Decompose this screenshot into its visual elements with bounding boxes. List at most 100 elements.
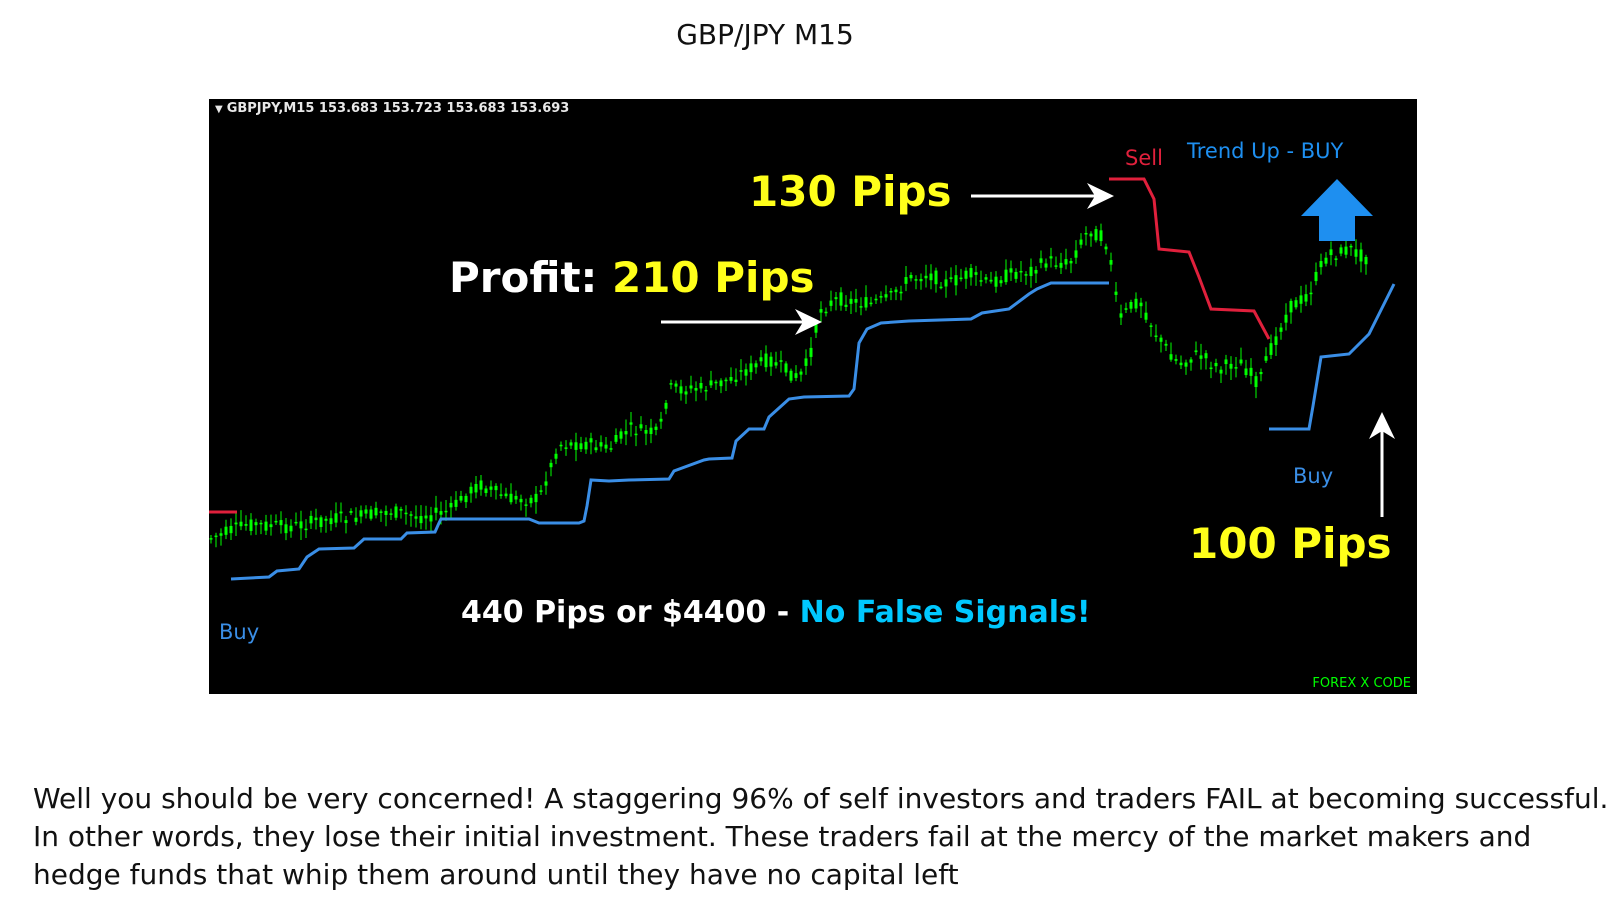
candle-body-27 [344, 520, 348, 524]
candle-body-190 [1159, 337, 1163, 342]
chart-canvas: Sell Trend Up - BUY 130 Pips Profit: 210… [209, 139, 1411, 691]
candle-body-30 [359, 510, 363, 517]
candle-body-65 [534, 493, 538, 503]
candle-body-67 [544, 481, 548, 486]
candle-body-58 [499, 494, 503, 496]
candle-body-226 [1339, 247, 1343, 254]
candle-body-117 [794, 373, 798, 378]
candle-body-131 [864, 297, 868, 308]
candle-body-45 [434, 507, 438, 513]
candle-body-7 [244, 523, 248, 526]
candle-body-107 [744, 369, 748, 376]
candlesticks [209, 223, 1368, 548]
candle-body-188 [1149, 325, 1153, 327]
buy-trend-line [230, 281, 1396, 581]
sell-label: Sell [1125, 146, 1163, 170]
candle-body-224 [1329, 249, 1333, 256]
summary-highlight: No False Signals! [800, 595, 1091, 630]
candle-body-191 [1164, 343, 1168, 346]
candle-body-209 [1254, 376, 1258, 388]
candle-body-41 [414, 516, 418, 519]
candle-body-53 [474, 483, 478, 493]
candle-body-199 [1204, 353, 1208, 359]
candle-body-144 [929, 273, 933, 281]
symbol-info-text: GBPJPY,M15 153.683 153.723 153.683 153.6… [226, 101, 570, 116]
candle-body-213 [1274, 336, 1278, 345]
candle-body-216 [1289, 300, 1293, 313]
candle-body-195 [1184, 362, 1188, 367]
profit-label: Profit: 210 Pips [449, 253, 815, 302]
candle-body-90 [659, 418, 663, 422]
candle-body-160 [1009, 268, 1013, 273]
candle-body-219 [1304, 294, 1308, 302]
candle-body-201 [1214, 362, 1218, 367]
candle-body-104 [729, 377, 733, 381]
candle-body-214 [1279, 327, 1283, 332]
candle-body-149 [954, 275, 958, 286]
candle-body-168 [1049, 256, 1053, 259]
candle-body-109 [754, 363, 758, 368]
candle-body-13 [274, 520, 278, 523]
candle-body-186 [1139, 302, 1143, 307]
candle-body-112 [769, 356, 773, 367]
candle-body-211 [1264, 356, 1268, 361]
candle-body-35 [384, 510, 388, 515]
candle-body-94 [679, 386, 683, 394]
candle-body-99 [704, 389, 708, 392]
candle-body-92 [669, 383, 673, 385]
candle-body-178 [1099, 230, 1103, 242]
candle-body-68 [549, 462, 553, 468]
candle-body-84 [629, 422, 633, 425]
candle-body-212 [1269, 343, 1273, 355]
candle-body-40 [409, 514, 413, 516]
candle-body-134 [879, 296, 883, 298]
candle-body-11 [264, 521, 268, 531]
candle-body-130 [859, 306, 863, 308]
candle-body-47 [444, 510, 448, 513]
candle-body-28 [349, 511, 353, 513]
candle-body-98 [699, 382, 703, 389]
candle-body-54 [479, 480, 483, 490]
candle-body-228 [1349, 245, 1353, 248]
candle-body-21 [314, 517, 318, 521]
candle-body-126 [839, 292, 843, 306]
candle-body-49 [454, 499, 458, 507]
candle-body-38 [399, 509, 403, 511]
candle-body-145 [934, 270, 938, 285]
candle-body-177 [1094, 229, 1098, 241]
candle-body-164 [1029, 266, 1033, 277]
candle-body-39 [404, 512, 408, 515]
candle-body-77 [594, 447, 598, 451]
candle-body-196 [1189, 359, 1193, 363]
candle-body-32 [369, 509, 373, 519]
pips-130-label: 130 Pips [749, 167, 952, 216]
candle-body-207 [1244, 368, 1248, 376]
candle-body-121 [814, 323, 818, 333]
candle-body-135 [884, 294, 888, 298]
candle-body-138 [899, 291, 903, 294]
candle-body-150 [959, 277, 963, 280]
candle-body-183 [1124, 308, 1128, 310]
pips-100-label: 100 Pips [1189, 519, 1392, 568]
candle-body-123 [824, 311, 828, 314]
candle-body-182 [1119, 313, 1123, 318]
candle-body-88 [649, 427, 653, 435]
candle-body-204 [1229, 363, 1233, 369]
candle-body-19 [304, 528, 308, 531]
candle-body-133 [874, 298, 878, 301]
candle-body-206 [1239, 359, 1243, 364]
candle-body-184 [1129, 301, 1133, 309]
candle-body-86 [639, 424, 643, 429]
candle-body-187 [1144, 312, 1148, 320]
candle-body-64 [529, 497, 533, 504]
candle-body-56 [489, 486, 493, 490]
candle-body-34 [379, 511, 383, 513]
collapse-triangle-icon[interactable]: ▼ [215, 104, 223, 115]
candle-body-156 [989, 279, 993, 282]
candle-body-63 [524, 504, 528, 506]
candle-body-173 [1074, 250, 1078, 258]
candle-body-140 [909, 274, 913, 279]
candle-body-75 [584, 441, 588, 450]
candle-body-80 [609, 448, 613, 450]
candle-body-181 [1114, 291, 1118, 295]
